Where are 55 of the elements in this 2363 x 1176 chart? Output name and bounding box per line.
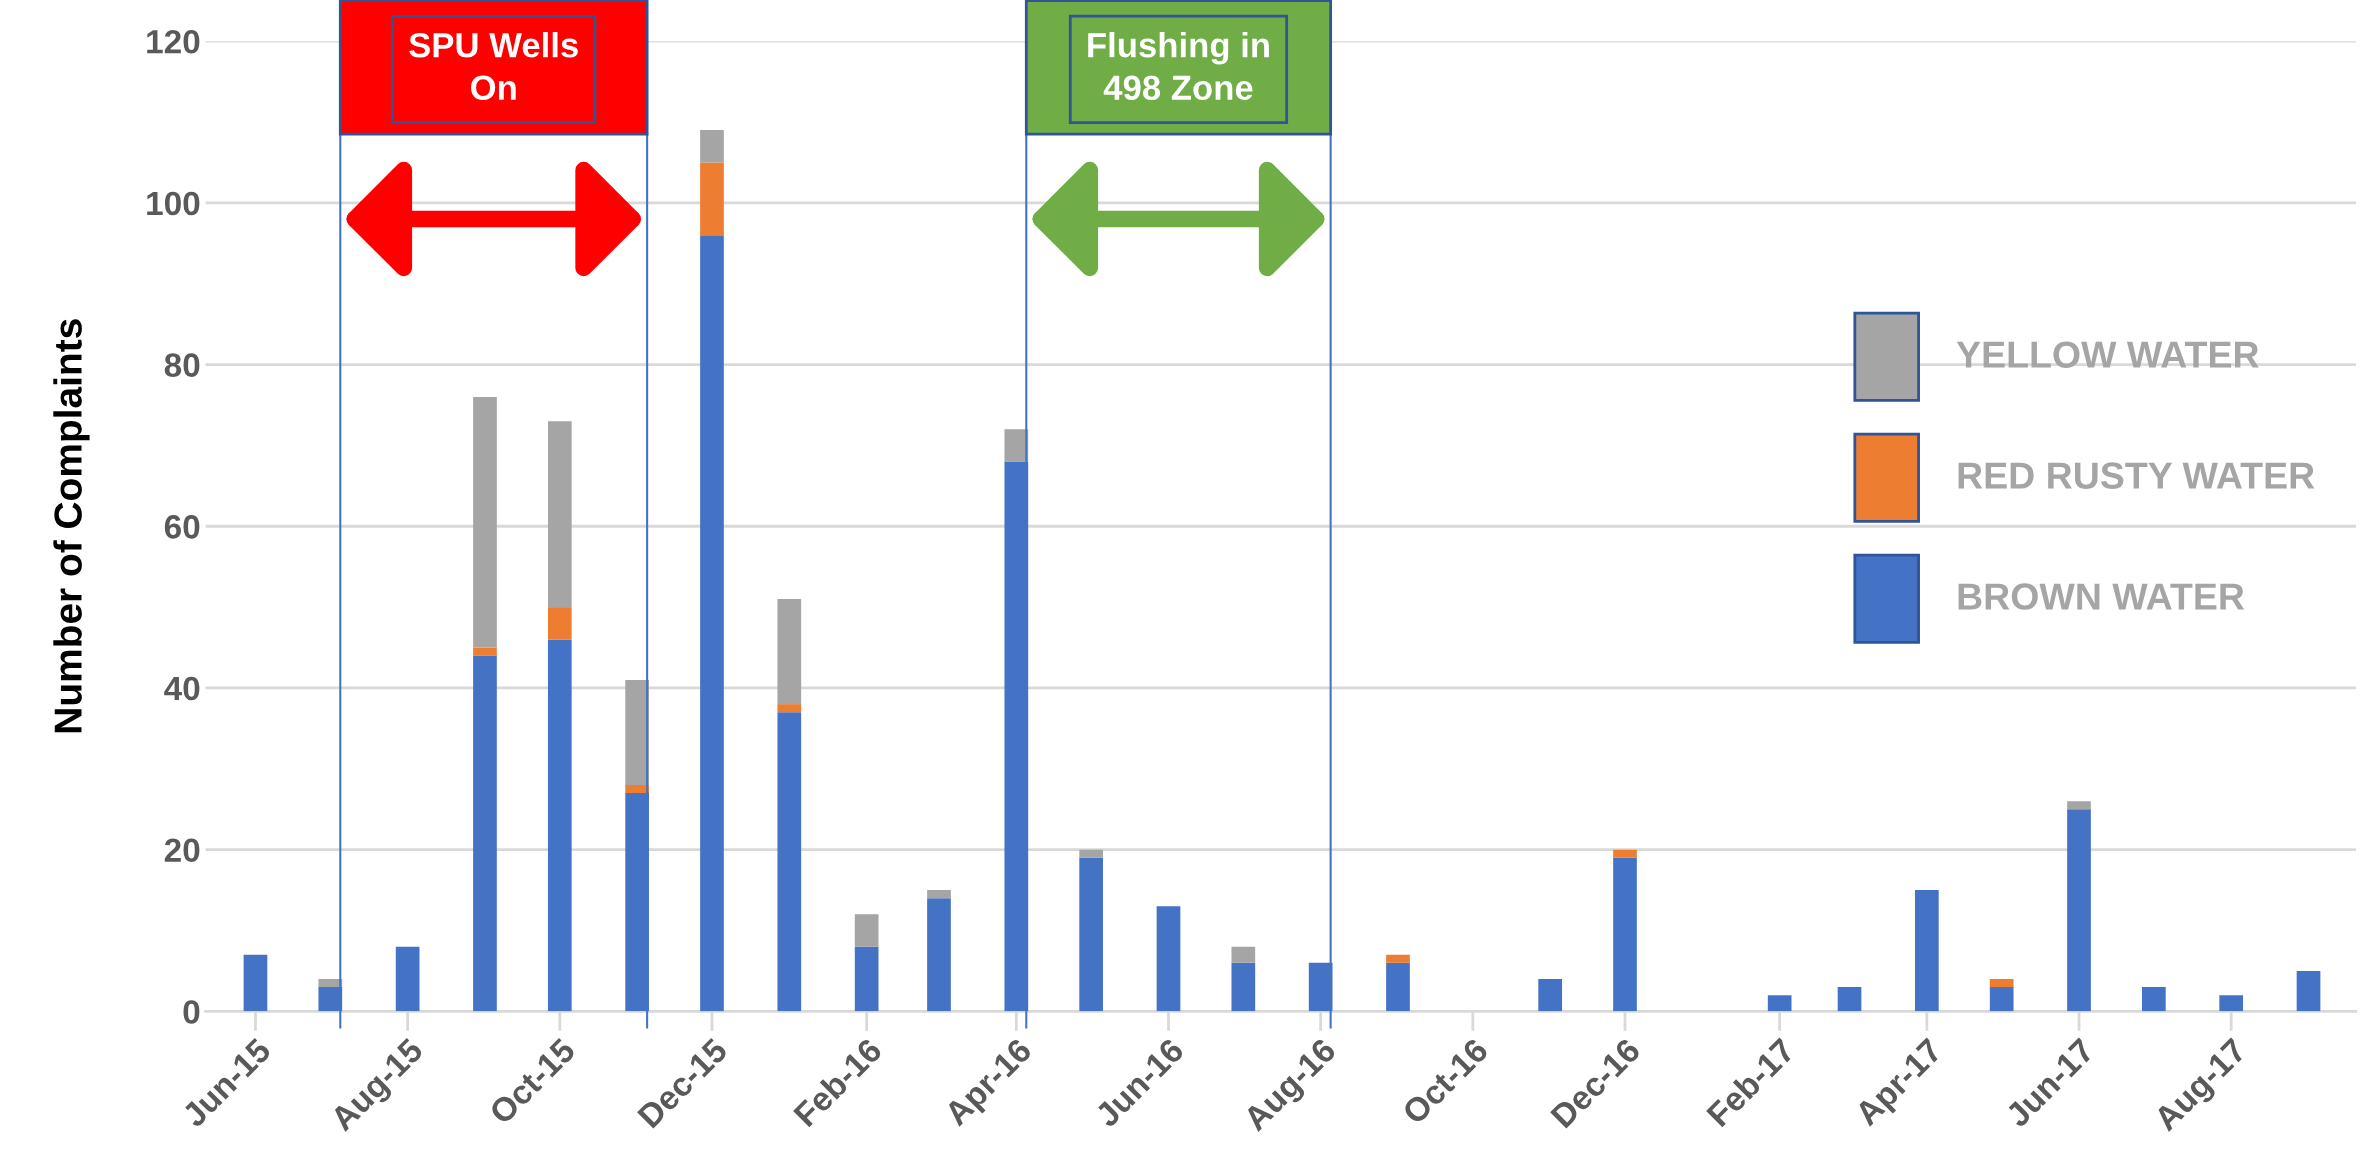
bar bbox=[854, 914, 879, 947]
bar bbox=[2219, 995, 2244, 1012]
bar bbox=[777, 712, 802, 1012]
y-tick-label: 120 bbox=[147, 29, 200, 54]
bar bbox=[1837, 987, 1862, 1012]
y-tick-label: 20 bbox=[164, 838, 200, 863]
bar bbox=[1767, 995, 1792, 1012]
bar bbox=[1538, 979, 1563, 1012]
bar bbox=[1231, 946, 1256, 963]
bar bbox=[2296, 970, 2321, 1012]
band-label: SPU Wells On bbox=[409, 32, 578, 100]
bar bbox=[927, 890, 951, 899]
bar bbox=[700, 130, 724, 163]
bar bbox=[1079, 857, 1104, 1012]
bar bbox=[777, 704, 802, 713]
y-axis-title: Number of Complaints bbox=[53, 319, 90, 733]
bar bbox=[625, 784, 649, 794]
bar bbox=[1386, 962, 1410, 1012]
bar bbox=[1989, 979, 2014, 988]
y-tick-label: 80 bbox=[164, 353, 200, 377]
bar bbox=[473, 655, 497, 1012]
bar bbox=[2067, 809, 2091, 1012]
bar bbox=[700, 235, 724, 1012]
bar bbox=[625, 679, 649, 785]
y-tick-label: 60 bbox=[164, 515, 200, 539]
bar bbox=[777, 599, 802, 705]
bar bbox=[1914, 890, 1939, 1012]
legend-label: RED RUSTY WATER bbox=[1958, 462, 2315, 489]
band-label: Flushing in 498 Zone bbox=[1088, 31, 1269, 101]
legend-label: YELLOW WATER bbox=[1956, 341, 2259, 368]
bar bbox=[395, 946, 420, 1012]
bar bbox=[243, 954, 268, 1012]
bar bbox=[1613, 849, 1637, 858]
y-tick-label: 100 bbox=[147, 191, 200, 216]
bar bbox=[547, 607, 572, 640]
y-tick-label: 0 bbox=[183, 1000, 200, 1024]
bar bbox=[2067, 801, 2091, 810]
bar bbox=[547, 421, 572, 608]
bar bbox=[1386, 954, 1410, 963]
bar bbox=[318, 979, 343, 988]
bar bbox=[1004, 429, 1029, 462]
y-tick-label: 40 bbox=[164, 676, 200, 701]
bar bbox=[927, 898, 951, 1012]
bar bbox=[2142, 987, 2166, 1012]
bar bbox=[1989, 987, 2014, 1012]
bar bbox=[473, 647, 497, 656]
bar bbox=[1079, 849, 1104, 858]
bar bbox=[1156, 906, 1181, 1012]
legend-label: BROWN WATER bbox=[1958, 583, 2245, 610]
bar bbox=[700, 162, 724, 236]
bar bbox=[547, 639, 572, 1012]
bar bbox=[1231, 962, 1256, 1012]
bar bbox=[854, 946, 879, 1012]
bar bbox=[1613, 857, 1637, 1012]
bar bbox=[473, 396, 497, 648]
